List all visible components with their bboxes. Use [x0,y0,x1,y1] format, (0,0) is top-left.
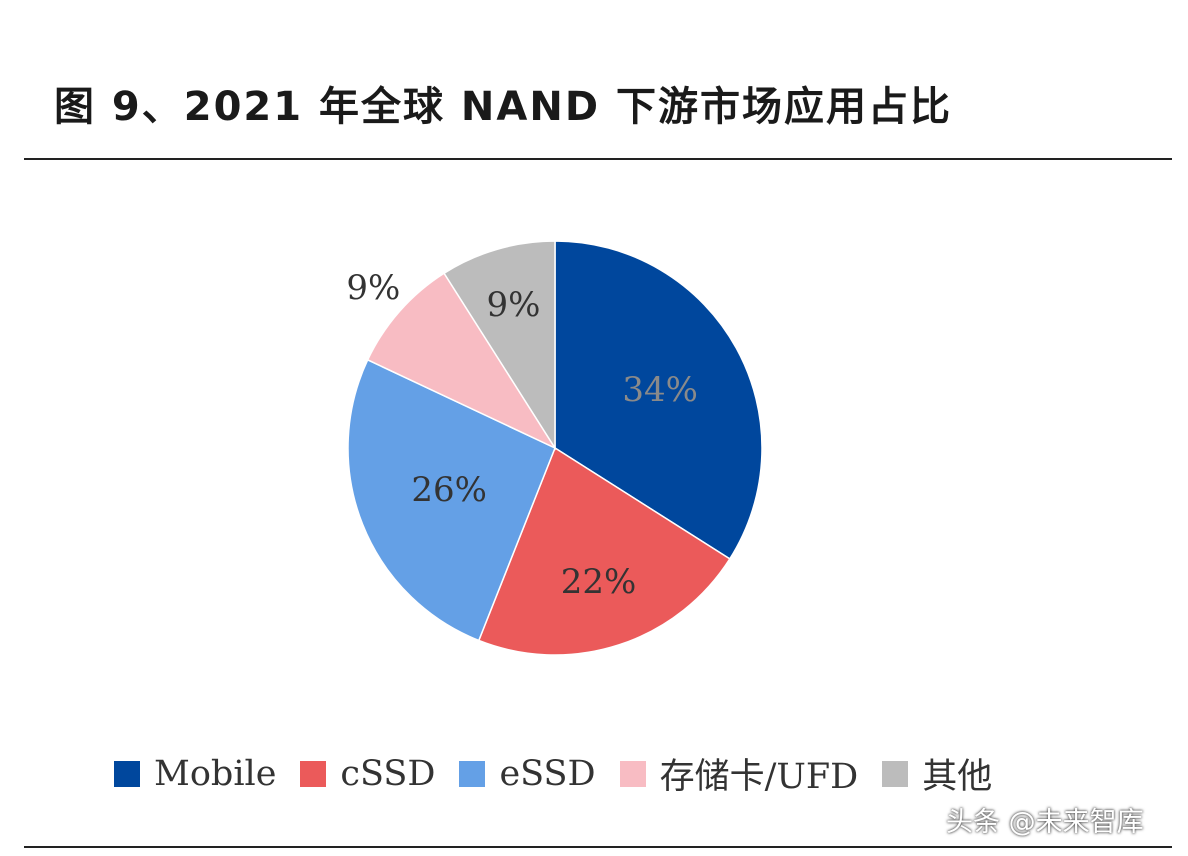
pie-slice-4 [443,240,556,451]
legend-item-3: 存储卡/UFD [619,748,859,799]
watermark: 头条 @未来智库 [946,807,1144,838]
pie-slice-1 [477,446,731,656]
legend-swatch-2 [459,760,486,787]
pie-label-4: 9% [486,285,540,325]
legend-label-1: cSSD [340,753,436,794]
legend: Mobile cSSD eSSD 存储卡/UFD 其他 [114,748,1016,799]
pie-slice-2 [347,358,556,642]
legend-swatch-1 [300,760,327,787]
legend-item-0: Mobile [114,754,276,794]
legend-label-3: 存储卡/UFD [659,757,859,797]
pie-slice-0 [554,240,763,560]
legend-item-4: 其他 [882,748,992,799]
pie-slice-3 [366,272,558,450]
top-divider [24,158,1172,160]
pie-label-3: 9% [346,268,400,308]
legend-label-0: Mobile [154,753,277,794]
legend-label-2: eSSD [499,753,596,794]
legend-item-2: eSSD [459,753,596,794]
pie-label-0: 34% [622,370,698,410]
legend-label-4: 其他 [922,757,993,797]
legend-swatch-3 [619,760,646,787]
pie-label-2: 26% [411,470,487,510]
legend-item-1: cSSD [300,754,435,794]
legend-swatch-0 [114,760,140,787]
pie-label-1: 22% [561,562,637,602]
legend-swatch-4 [882,760,909,787]
bottom-divider [24,846,1172,848]
chart-title: 图 9、2021 年全球 NAND 下游市场应用占比 [54,84,952,130]
